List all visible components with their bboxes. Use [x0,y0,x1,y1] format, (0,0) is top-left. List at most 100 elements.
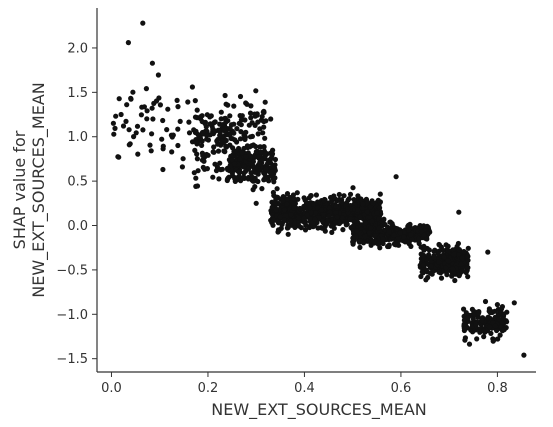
scatter-point [207,121,214,127]
scatter-point [284,201,290,207]
scatter-point [452,277,458,284]
scatter-point [261,124,267,130]
scatter-point [149,131,155,137]
scatter-point [465,265,471,271]
scatter-point [140,20,146,26]
scatter-point [357,238,363,244]
scatter-point [110,120,116,126]
scatter-point [144,108,150,114]
y-axis: −1.5 −1.0 −0.5 0.0 0.5 1.0 1.5 2.0 [56,8,98,372]
scatter-point [302,197,308,203]
scatter-point [225,102,231,108]
scatter-point [248,115,254,121]
scatter-point [291,205,297,211]
scatter-point [347,191,354,197]
scatter-point [186,119,192,125]
scatter-point [284,191,291,197]
scatter-point [241,174,247,180]
scatter-point [250,163,256,169]
scatter-point [350,239,356,245]
scatter-point [218,109,224,115]
scatter-point [346,196,352,202]
scatter-point [233,175,239,181]
scatter-point [116,154,122,160]
scatter-point [227,113,233,119]
scatter-point [321,197,327,204]
scatter-point [301,215,307,221]
scatter-point [160,117,166,124]
scatter-point [329,229,335,235]
scatter-point [244,101,250,107]
scatter-point [436,259,442,265]
scatter-point [288,212,294,218]
scatter-point [377,205,383,211]
scatter-point [350,235,356,241]
scatter-point [169,149,175,155]
scatter-point [389,221,395,227]
scatter-point [302,227,309,233]
scatter-point [418,273,424,280]
scatter-point [252,169,258,175]
x-tick-label: 0.0 [101,381,122,396]
scatter-point [342,219,348,225]
scatter-point [364,200,370,206]
scatter-point [218,116,224,122]
scatter-point [347,216,353,222]
scatter-point [231,130,237,136]
scatter-point [310,200,317,207]
scatter-point [193,128,199,134]
scatter-point [497,332,503,338]
scatter-point [436,241,442,248]
scatter-point [253,149,259,155]
scatter-point [326,213,332,219]
scatter-point [269,204,275,210]
scatter-point [270,217,276,223]
scatter-point [258,149,264,155]
scatter-point [226,131,232,137]
scatter-point [256,161,262,167]
scatter-point [237,93,244,100]
scatter-point [234,126,240,132]
scatter-point [148,148,154,154]
scatter-point [252,184,258,190]
scatter-point [461,325,467,331]
scatter-point [465,315,471,321]
scatter-point [134,123,141,129]
scatter-point [194,107,200,113]
scatter-point [274,186,280,192]
scatter-point [392,241,398,247]
scatter-point [420,262,426,268]
scatter-point [126,127,132,133]
scatter-point [189,84,195,90]
scatter-point [422,245,428,251]
scatter-point [135,151,141,157]
scatter-point [199,142,205,148]
scatter-point [120,123,127,129]
scatter-point [251,153,257,159]
scatter-point [238,117,244,123]
y-tick-label: 0.0 [67,219,88,234]
scatter-point [393,174,399,180]
scatter-point [232,137,238,143]
scatter-point [386,229,392,235]
scatter-point [272,200,278,206]
scatter-point [155,72,161,78]
scatter-point [481,328,487,334]
scatter-point [144,116,150,122]
scatter-point [215,136,221,143]
scatter-point [357,244,363,250]
scatter-point [201,158,207,164]
scatter-point [198,114,204,120]
scatter-point [486,324,493,330]
scatter-point [485,314,491,321]
scatter-point [325,217,331,223]
scatter-point [180,156,186,162]
scatter-point [424,223,430,229]
scatter-point [395,235,401,241]
scatter-point [416,235,422,242]
scatter-point [431,248,437,254]
scatter-point [232,148,238,154]
scatter-point [341,193,347,199]
scatter-point [270,189,276,196]
scatter-point [401,234,407,240]
